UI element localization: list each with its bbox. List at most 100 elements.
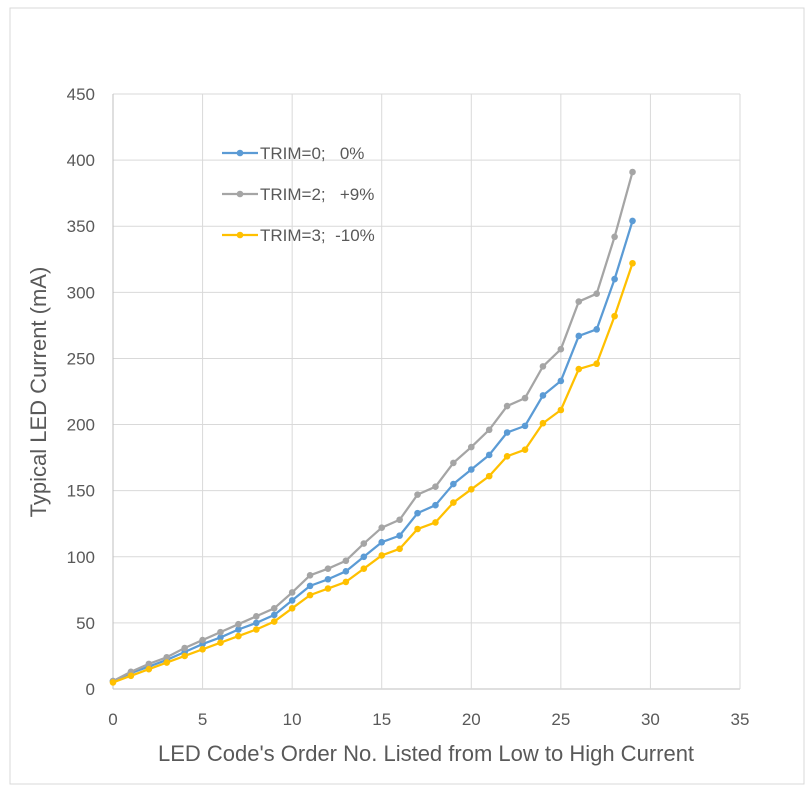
data-point	[253, 619, 260, 627]
data-point	[629, 168, 636, 176]
x-tick-label: 20	[462, 710, 481, 729]
data-point	[557, 377, 565, 385]
data-point	[593, 290, 600, 297]
axes: 0 50 100 150 200 250 300 350 400 450 0 5 10 15 20 25 30 3…	[67, 85, 750, 729]
series-layer	[109, 168, 636, 686]
legend-entry: TRIM=0; 0%	[222, 144, 364, 163]
data-point	[253, 612, 260, 620]
data-point	[342, 578, 350, 586]
data-point	[432, 501, 439, 509]
data-point	[163, 659, 171, 666]
y-tick-label: 350	[67, 217, 95, 236]
data-point	[109, 679, 117, 686]
data-point	[378, 538, 386, 546]
data-point	[450, 480, 457, 488]
x-tick-label: 10	[283, 710, 302, 729]
x-tick-label: 15	[372, 710, 391, 729]
data-point	[324, 575, 332, 583]
data-point	[378, 524, 386, 531]
data-point	[521, 446, 529, 453]
data-point	[360, 565, 368, 572]
x-axis-title: LED Code's Order No. Listed from Low to …	[158, 741, 694, 766]
data-point	[503, 429, 511, 436]
y-tick-label: 200	[67, 416, 95, 435]
data-point	[217, 639, 224, 647]
y-tick-label: 250	[67, 349, 95, 368]
data-point	[306, 571, 314, 579]
data-point	[557, 345, 565, 353]
data-point	[270, 618, 278, 625]
data-point	[288, 605, 296, 612]
data-point	[396, 516, 403, 524]
legend-marker	[236, 149, 244, 157]
data-point	[467, 443, 475, 451]
y-axis-title: Typical LED Current (mA)	[26, 267, 51, 518]
x-tick-label: 35	[731, 710, 750, 729]
data-point	[360, 540, 368, 547]
data-point	[306, 591, 314, 599]
data-point	[217, 628, 224, 636]
data-point	[324, 585, 332, 592]
data-point	[217, 634, 224, 641]
data-point	[306, 582, 314, 590]
y-tick-label: 50	[76, 614, 95, 633]
data-point	[235, 632, 242, 640]
data-point	[575, 365, 583, 373]
x-tick-label: 5	[198, 710, 207, 729]
data-point	[450, 459, 457, 467]
data-point	[181, 644, 188, 652]
legend: TRIM=0; 0% TRIM=2; +9% TRIM=3; -10%	[222, 144, 375, 245]
chart-border	[9, 7, 805, 785]
data-point	[539, 363, 547, 370]
data-point	[396, 545, 403, 553]
data-point	[450, 499, 457, 506]
data-point	[575, 298, 583, 305]
data-point	[342, 557, 350, 565]
data-point	[539, 392, 547, 399]
y-tick-label: 450	[67, 85, 95, 104]
y-tick-label: 300	[67, 283, 95, 302]
data-point	[145, 660, 153, 668]
data-point	[593, 326, 600, 333]
x-tick-label: 0	[108, 710, 117, 729]
data-point	[611, 275, 618, 283]
data-point	[199, 646, 206, 653]
data-point	[467, 466, 475, 473]
data-point	[145, 665, 153, 673]
data-point	[503, 452, 511, 460]
legend-label: TRIM=0; 0%	[260, 144, 364, 163]
data-point	[288, 597, 296, 604]
data-point	[270, 605, 278, 612]
data-point	[396, 532, 403, 539]
data-point	[253, 626, 260, 633]
legend-entry: TRIM=2; +9%	[222, 185, 374, 204]
data-point	[414, 491, 421, 498]
legend-marker	[236, 231, 244, 239]
data-point	[557, 406, 565, 414]
data-point	[467, 486, 475, 493]
series-2	[109, 259, 636, 686]
data-point	[342, 568, 350, 575]
data-point	[629, 217, 636, 225]
data-point	[127, 672, 135, 680]
legend-entry: TRIM=3; -10%	[222, 226, 375, 245]
data-point	[288, 589, 296, 596]
data-point	[414, 525, 421, 533]
data-point	[432, 519, 439, 526]
data-point	[270, 611, 278, 619]
y-tick-label: 0	[86, 680, 95, 699]
data-point	[593, 360, 600, 368]
data-point	[378, 552, 386, 559]
data-point	[485, 426, 493, 434]
data-point	[199, 636, 206, 644]
series-1	[109, 168, 636, 685]
legend-marker	[236, 190, 244, 198]
data-point	[181, 652, 188, 660]
data-point	[235, 626, 242, 633]
data-point	[414, 509, 421, 517]
data-point	[432, 483, 439, 491]
data-point	[360, 553, 368, 561]
data-point	[324, 565, 332, 572]
